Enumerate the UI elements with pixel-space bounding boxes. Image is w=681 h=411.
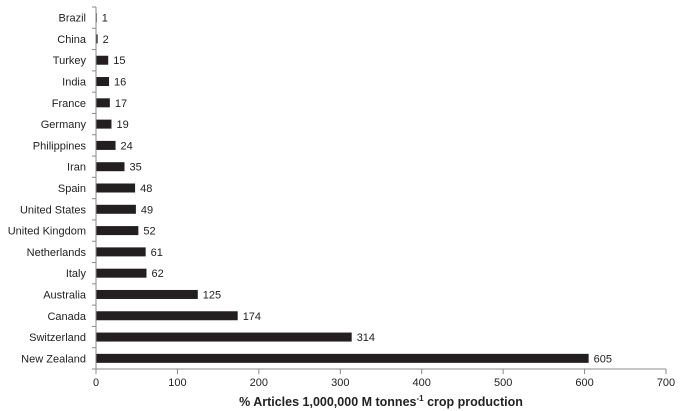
bar bbox=[96, 162, 125, 172]
bar bbox=[96, 226, 139, 236]
value-label: 49 bbox=[141, 204, 153, 216]
x-axis-title: % Articles 1,000,000 M tonnes-1 crop pro… bbox=[239, 394, 523, 409]
value-label: 605 bbox=[594, 353, 612, 365]
value-label: 174 bbox=[243, 311, 261, 323]
bars-group bbox=[96, 13, 589, 363]
value-label: 15 bbox=[113, 55, 125, 67]
category-label: Switzerland bbox=[29, 332, 86, 344]
value-label: 16 bbox=[114, 77, 126, 89]
bar bbox=[96, 332, 352, 342]
category-label: Canada bbox=[47, 311, 86, 323]
category-label: Turkey bbox=[53, 55, 87, 67]
x-tick-label: 500 bbox=[494, 377, 512, 389]
bar bbox=[96, 34, 98, 44]
bar bbox=[96, 183, 136, 193]
bar bbox=[96, 77, 110, 87]
category-label: France bbox=[52, 98, 86, 110]
category-label: United Kingdom bbox=[8, 226, 86, 238]
value-label: 17 bbox=[115, 98, 127, 110]
bar bbox=[96, 353, 589, 363]
bar bbox=[96, 268, 147, 278]
value-label: 35 bbox=[130, 162, 142, 174]
value-label: 48 bbox=[140, 183, 152, 195]
category-label: India bbox=[62, 77, 87, 89]
category-label: Australia bbox=[43, 289, 87, 301]
x-axis-title-suffix: crop production bbox=[424, 395, 523, 409]
x-axis-title-prefix: % Articles 1,000,000 M tonnes bbox=[239, 395, 416, 409]
x-tick-label: 400 bbox=[413, 377, 431, 389]
bar bbox=[96, 119, 112, 129]
category-label: Spain bbox=[58, 183, 86, 195]
bar bbox=[96, 247, 146, 257]
bar bbox=[96, 98, 110, 108]
category-label: Philippines bbox=[33, 140, 87, 152]
bar bbox=[96, 140, 116, 150]
value-label: 61 bbox=[151, 247, 163, 259]
category-label: Iran bbox=[67, 162, 86, 174]
value-label: 19 bbox=[116, 119, 128, 131]
value-label: 1 bbox=[102, 13, 108, 25]
category-label: Netherlands bbox=[27, 247, 87, 259]
value-label: 62 bbox=[151, 268, 163, 280]
axes-group: 0 100 200 300 400 500 600 700 bbox=[92, 6, 675, 389]
x-tick-label: 300 bbox=[331, 377, 349, 389]
x-tick-label: 700 bbox=[657, 377, 675, 389]
value-label: 52 bbox=[143, 226, 155, 238]
category-label: Brazil bbox=[58, 13, 86, 25]
bar bbox=[96, 311, 238, 321]
value-label: 314 bbox=[357, 332, 375, 344]
value-label: 125 bbox=[203, 289, 221, 301]
bar bbox=[96, 204, 136, 214]
category-label: Germany bbox=[41, 119, 87, 131]
x-tick-label: 0 bbox=[93, 377, 99, 389]
bar bbox=[96, 55, 109, 65]
value-labels: 1 2 15 16 17 19 24 35 48 49 52 61 62 125 174 314 605 bbox=[102, 13, 612, 366]
x-tick-label: 600 bbox=[575, 377, 593, 389]
bar bbox=[96, 289, 198, 299]
category-label: New Zealand bbox=[21, 353, 86, 365]
x-tick-label: 100 bbox=[168, 377, 186, 389]
category-labels: Brazil China Turkey India France Germany Phili… bbox=[8, 13, 87, 366]
value-label: 2 bbox=[103, 34, 109, 46]
value-label: 24 bbox=[121, 140, 133, 152]
category-label: China bbox=[57, 34, 87, 46]
category-label: United States bbox=[20, 204, 87, 216]
x-tick-label: 200 bbox=[250, 377, 268, 389]
category-label: Italy bbox=[66, 268, 87, 280]
x-axis-title-superscript: -1 bbox=[416, 394, 424, 403]
